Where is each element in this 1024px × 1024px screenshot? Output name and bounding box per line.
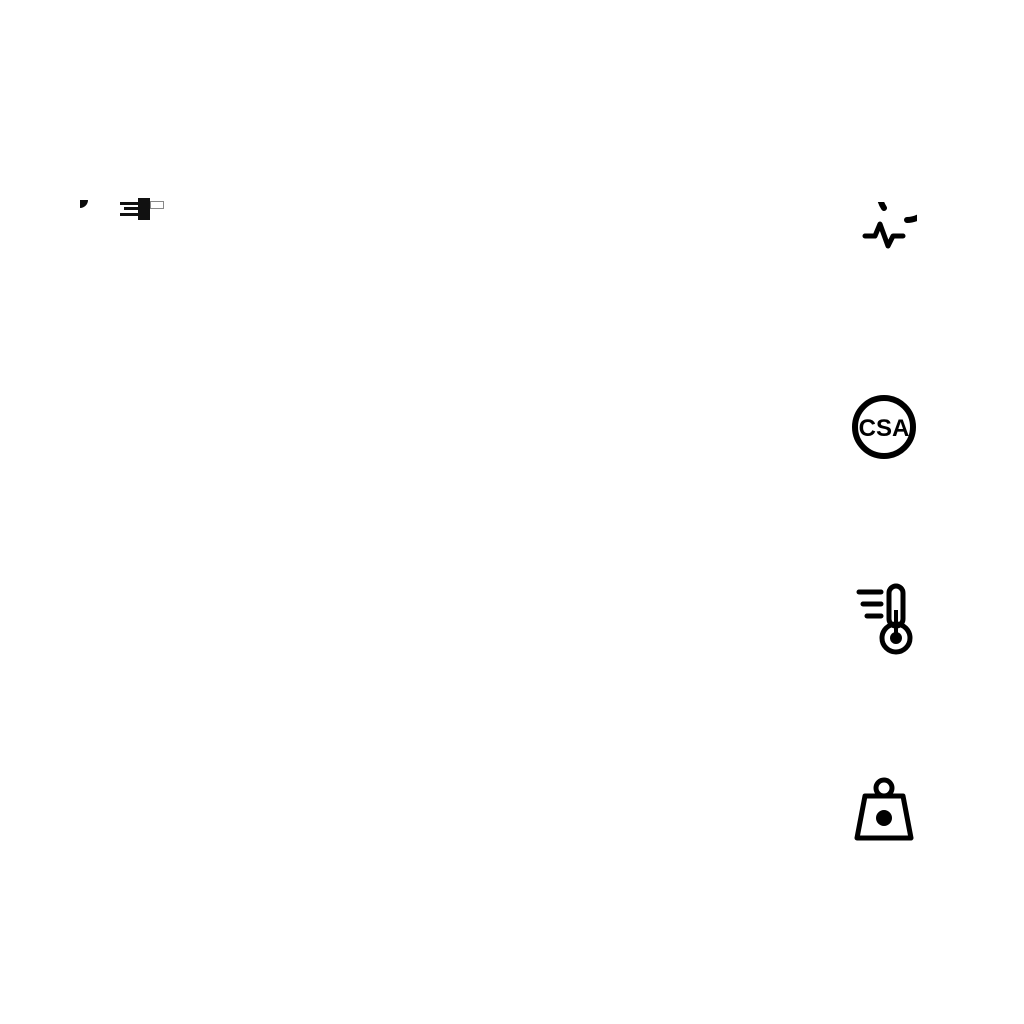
csa-icon: CSA — [849, 392, 919, 462]
spec-item-accuracy — [784, 584, 984, 668]
thermometer-icon — [849, 584, 919, 654]
weight-icon — [849, 776, 919, 846]
callout-marker-bottom — [71, 191, 89, 209]
spec-item-weight — [784, 776, 984, 860]
spec-item-power — [784, 200, 984, 284]
brand-label — [150, 201, 164, 209]
cable-diagram — [80, 200, 700, 900]
plug-icon — [120, 198, 150, 220]
power-icon — [849, 200, 919, 270]
svg-text:CSA: CSA — [859, 415, 910, 442]
specs-column: CSA — [784, 200, 984, 900]
heating-cable-coil — [80, 200, 700, 900]
spec-item-csa: CSA — [784, 392, 984, 476]
